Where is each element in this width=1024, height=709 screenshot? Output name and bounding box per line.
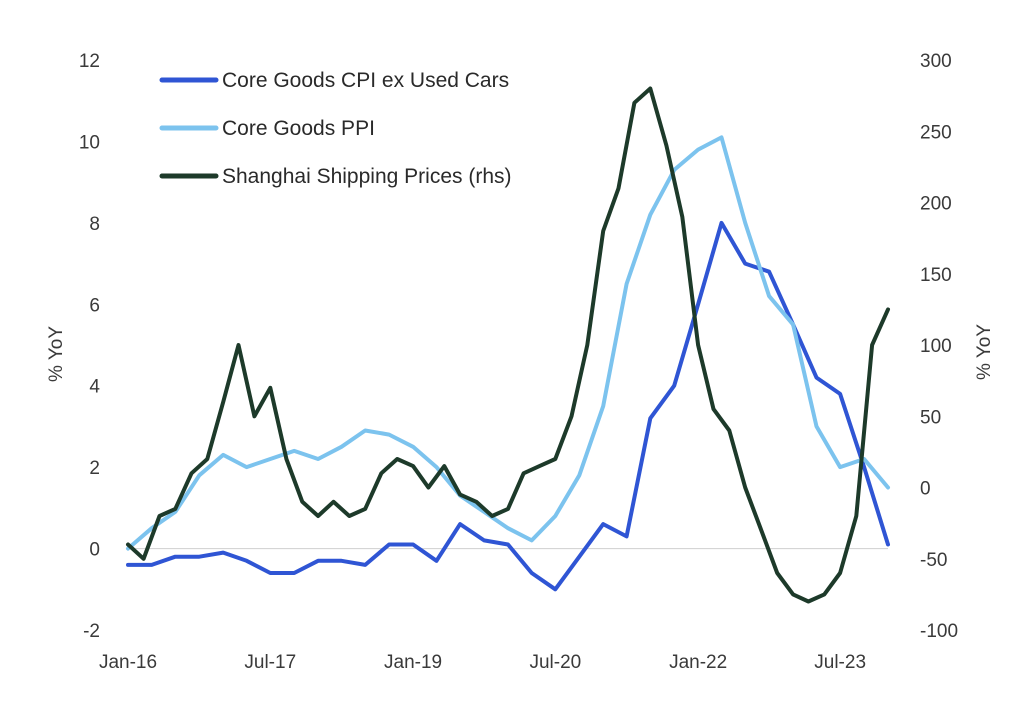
right-axis-ticks: 300 250 200 150 100 50 0 -50 -100 [920, 51, 958, 642]
y-right-tick-label: 300 [920, 51, 952, 72]
x-tick-label: Jan-22 [669, 652, 727, 673]
y-left-tick-label: 0 [89, 540, 100, 561]
series-line-2 [126, 86, 890, 604]
y-axis-right-title: % YoY [974, 324, 995, 380]
y-right-tick-label: 0 [920, 479, 931, 500]
x-tick-label: Jan-19 [384, 652, 442, 673]
y-right-tick-label: -50 [920, 550, 947, 571]
y-left-tick-label: -2 [83, 621, 100, 642]
x-tick-label: Jan-16 [99, 652, 157, 673]
y-right-tick-label: 150 [920, 265, 952, 286]
y-right-tick-label: 200 [920, 194, 952, 215]
series-line-1 [126, 135, 890, 551]
y-left-tick-label: 8 [89, 214, 100, 235]
y-left-tick-label: 2 [89, 458, 100, 479]
x-axis-ticks: Jan-16 Jul-17 Jan-19 Jul-20 Jan-22 Jul-23 [99, 652, 866, 673]
x-tick-label: Jul-23 [814, 652, 866, 673]
y-left-tick-label: 4 [89, 377, 100, 398]
legend-label: Core Goods CPI ex Used Cars [222, 69, 509, 92]
x-tick-label: Jul-20 [529, 652, 581, 673]
series-layer [126, 86, 890, 604]
legend-label: Shanghai Shipping Prices (rhs) [222, 165, 512, 188]
y-right-tick-label: 100 [920, 336, 952, 357]
y-left-tick-label: 10 [79, 132, 100, 153]
x-tick-label: Jul-17 [244, 652, 296, 673]
y-right-tick-label: 250 [920, 122, 952, 143]
y-right-tick-label: 50 [920, 407, 941, 428]
left-axis-ticks: 12 10 8 6 4 2 0 -2 [79, 51, 101, 642]
legend-label: Core Goods PPI [222, 117, 375, 140]
legend: Core Goods CPI ex Used Cars Core Goods PP… [159, 69, 512, 188]
y-left-tick-label: 12 [79, 51, 100, 72]
y-right-tick-label: -100 [920, 621, 958, 642]
y-left-tick-label: 6 [89, 295, 100, 316]
y-axis-left-title: % YoY [46, 326, 67, 382]
series-line-0 [126, 220, 890, 592]
